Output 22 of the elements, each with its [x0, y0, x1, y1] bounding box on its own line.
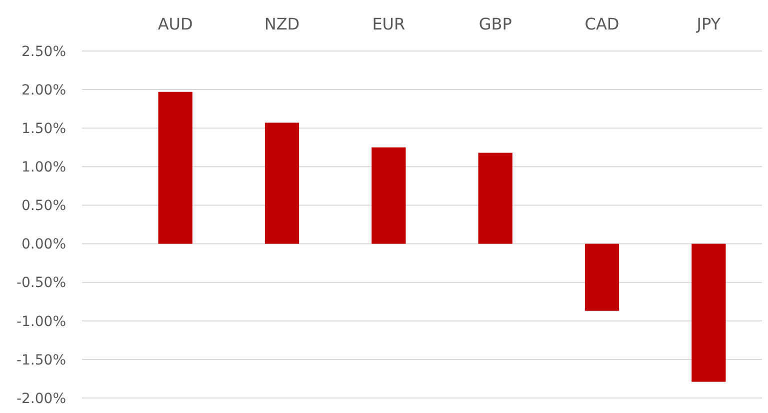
- y-tick-label: -0.50%: [16, 275, 66, 292]
- bar: [372, 147, 406, 244]
- x-tick-label: CAD: [584, 14, 620, 34]
- y-tick-label: 0.50%: [22, 198, 66, 214]
- y-tick-label: -1.50%: [16, 352, 66, 368]
- y-tick-label: 0.00%: [22, 236, 66, 253]
- bar: [158, 92, 192, 244]
- bar: [692, 244, 726, 382]
- x-tick-label: NZD: [264, 14, 300, 34]
- y-tick-label: -2.00%: [16, 390, 66, 407]
- bar: [478, 152, 512, 244]
- y-tick-label: 1.50%: [22, 121, 66, 138]
- x-tick-label: GBP: [478, 14, 512, 34]
- y-tick-label: 1.00%: [22, 160, 66, 176]
- x-tick-label: EUR: [372, 14, 406, 34]
- y-tick-label: 2.50%: [22, 44, 66, 60]
- y-tick-label: -1.00%: [16, 314, 66, 330]
- y-tick-label: 2.00%: [22, 82, 66, 98]
- bar: [264, 122, 300, 244]
- x-tick-label: AUD: [158, 14, 193, 34]
- bar: [584, 244, 620, 311]
- x-tick-label: JPY: [696, 14, 721, 34]
